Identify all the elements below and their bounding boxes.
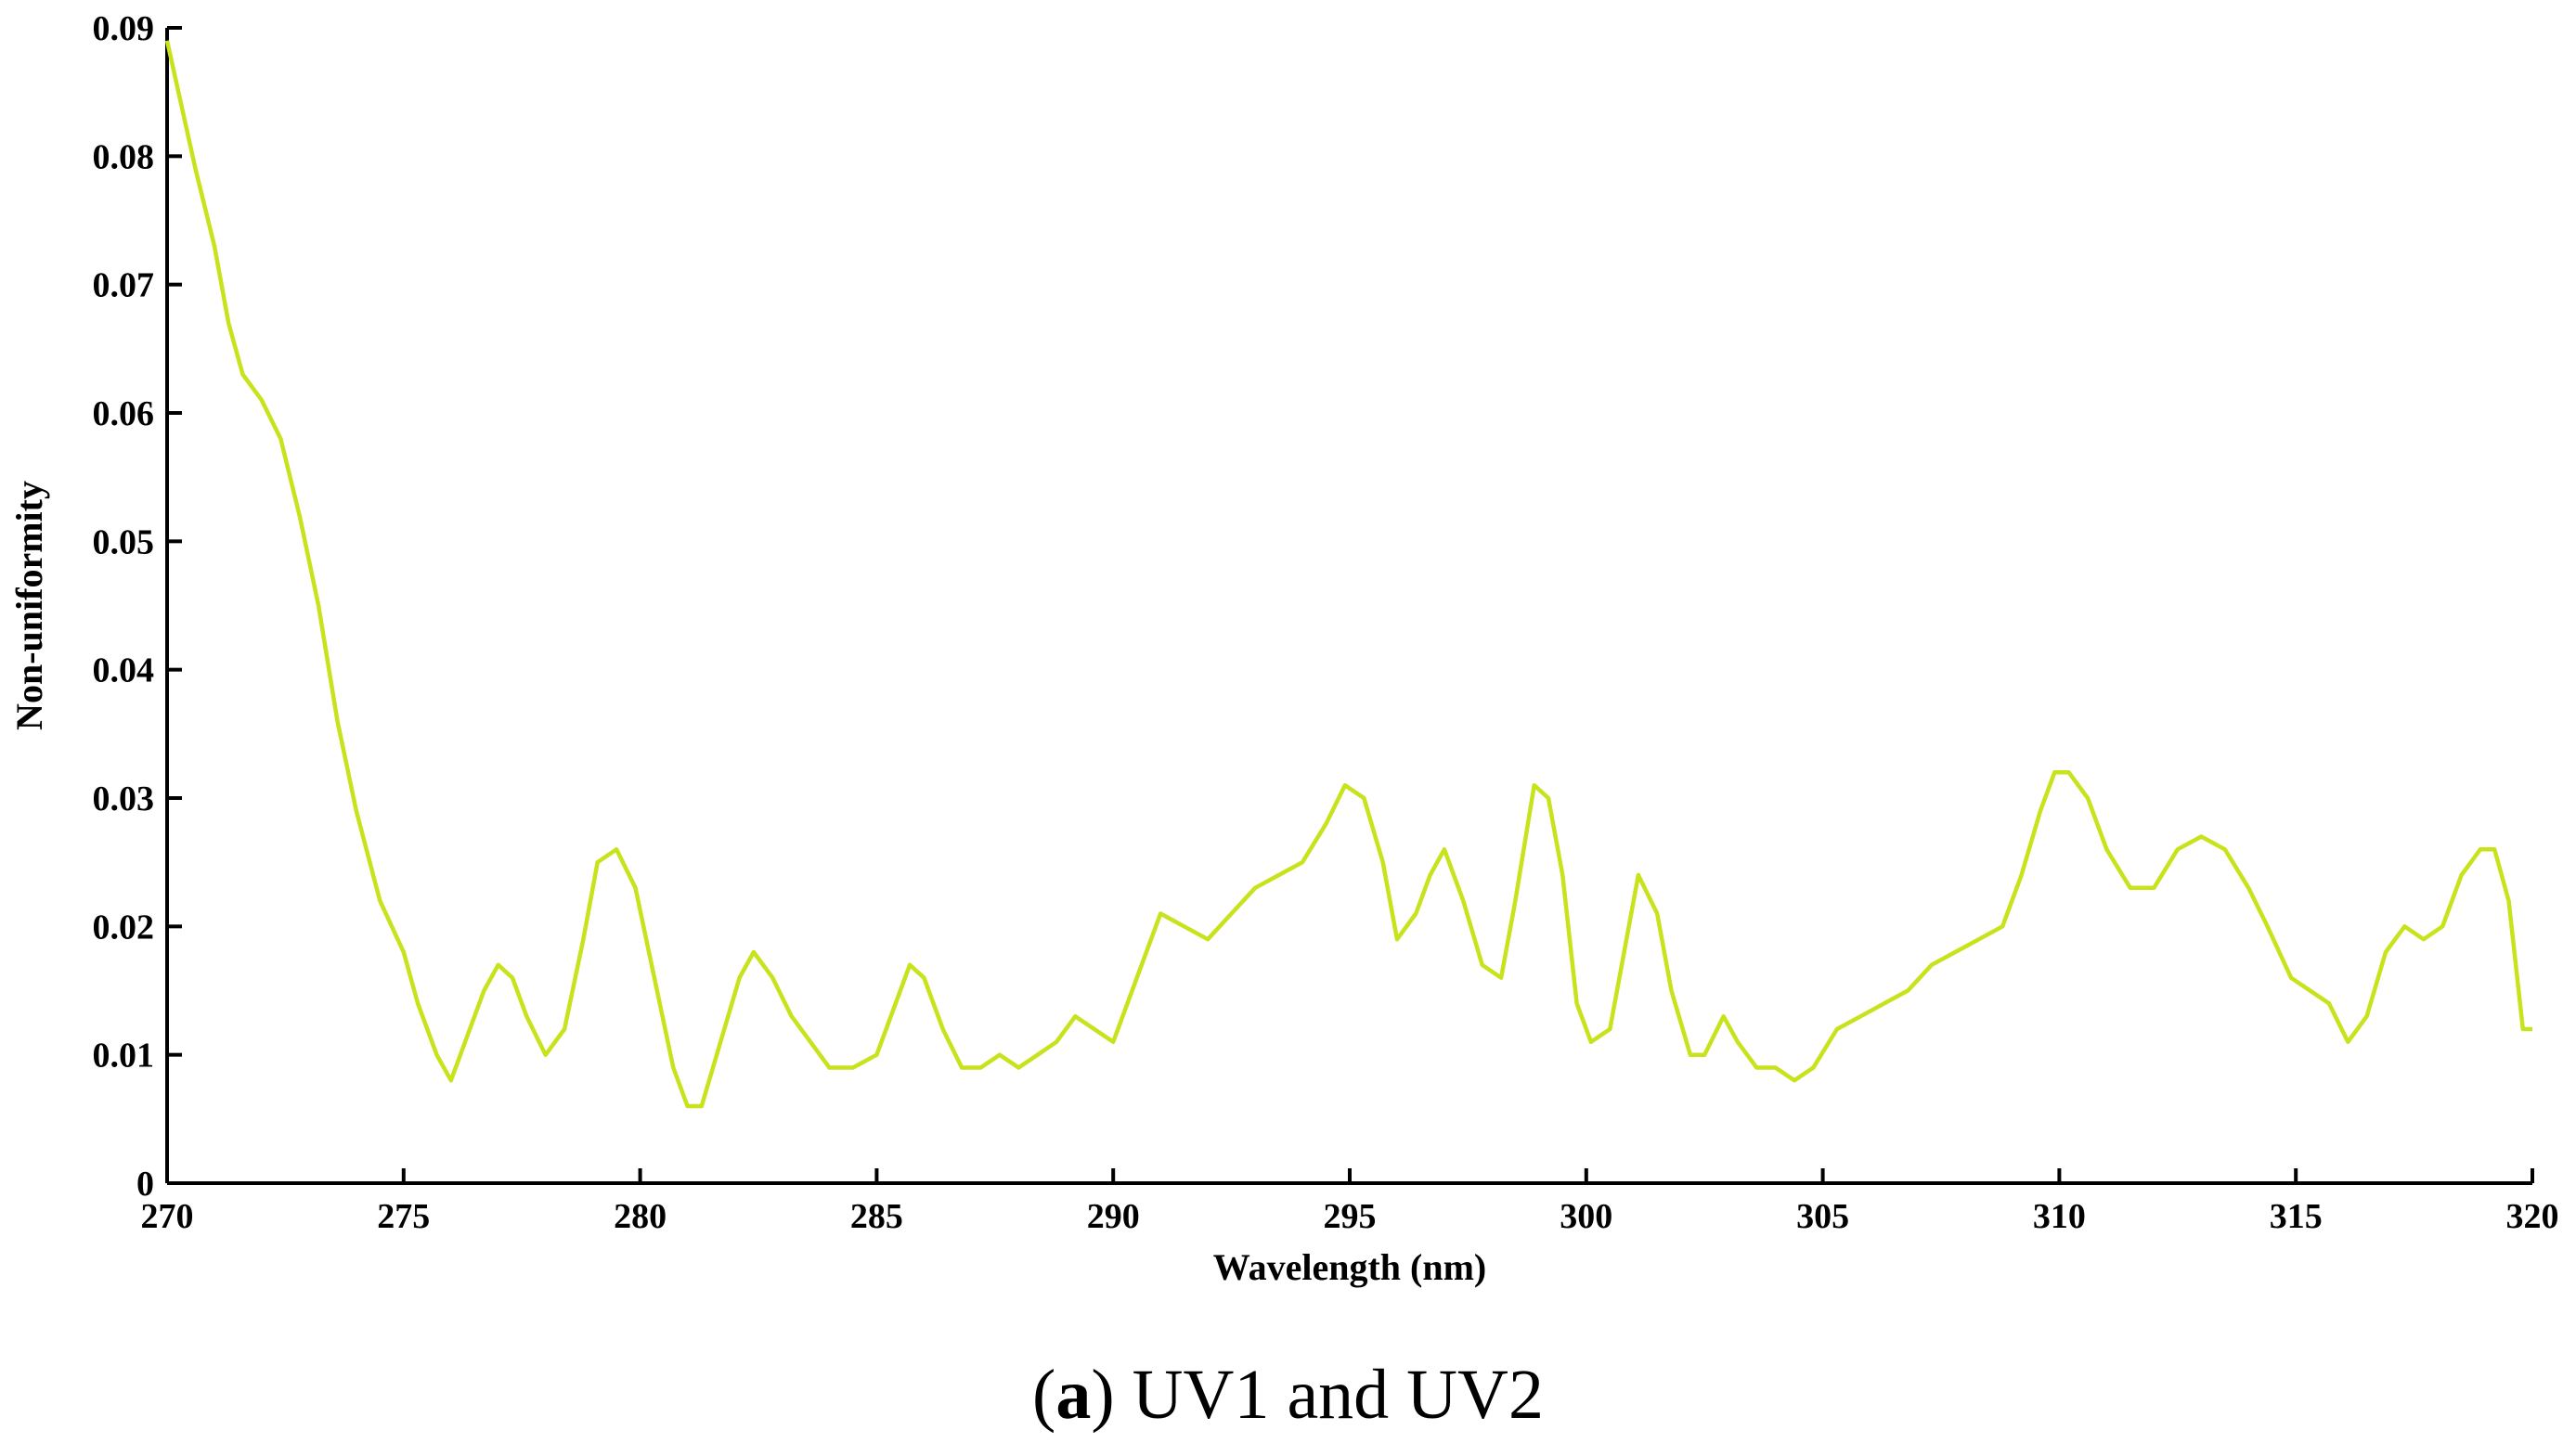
- caption-text: UV1 and UV2: [1114, 1356, 1544, 1434]
- x-tick-label: 270: [141, 1197, 194, 1236]
- non-uniformity-chart: 270 275 280 285 290 295 300 305 310 315 320 00.010…: [8, 9, 2559, 1288]
- y-tick-label: 0.02: [93, 908, 155, 947]
- caption-letter: a: [1055, 1356, 1092, 1434]
- x-axis-title: Wavelength (nm): [1213, 1246, 1486, 1288]
- y-tick-label: 0.06: [93, 394, 155, 433]
- series-line: [164, 40, 2532, 1109]
- y-axis-title: Non-uniformity: [8, 481, 50, 730]
- y-axis-ticks: 0 0.01 0.02 0.03 0.04 0.05 0.06 0.07 0.08 0.09: [93, 9, 182, 1204]
- y-tick-label: 0.04: [93, 651, 155, 690]
- y-tick-label: 0.07: [93, 266, 155, 305]
- x-tick-label: 300: [1560, 1197, 1612, 1236]
- y-tick-label: 0.03: [93, 779, 155, 818]
- x-axis-ticks: 270 275 280 285 290 295 300 305 310 315 320: [141, 1168, 2559, 1236]
- x-tick-label: 305: [1796, 1197, 1849, 1236]
- figure-caption: (a) UV1 and UV2: [0, 1355, 2576, 1436]
- x-tick-label: 320: [2506, 1197, 2559, 1236]
- x-tick-label: 280: [614, 1197, 667, 1236]
- caption-close-paren: ): [1091, 1356, 1115, 1434]
- x-tick-label: 295: [1324, 1197, 1377, 1236]
- x-tick-label: 310: [2033, 1197, 2086, 1236]
- x-tick-label: 275: [377, 1197, 430, 1236]
- y-tick-label: 0.01: [93, 1037, 155, 1076]
- x-tick-label: 290: [1087, 1197, 1140, 1236]
- y-tick-label: 0.05: [93, 522, 155, 561]
- y-tick-label: 0: [136, 1165, 154, 1204]
- y-tick-label: 0.08: [93, 137, 155, 176]
- x-tick-label: 285: [850, 1197, 903, 1236]
- caption-open-paren: (: [1032, 1356, 1056, 1434]
- y-tick-label: 0.09: [93, 9, 155, 48]
- x-tick-label: 315: [2270, 1197, 2323, 1236]
